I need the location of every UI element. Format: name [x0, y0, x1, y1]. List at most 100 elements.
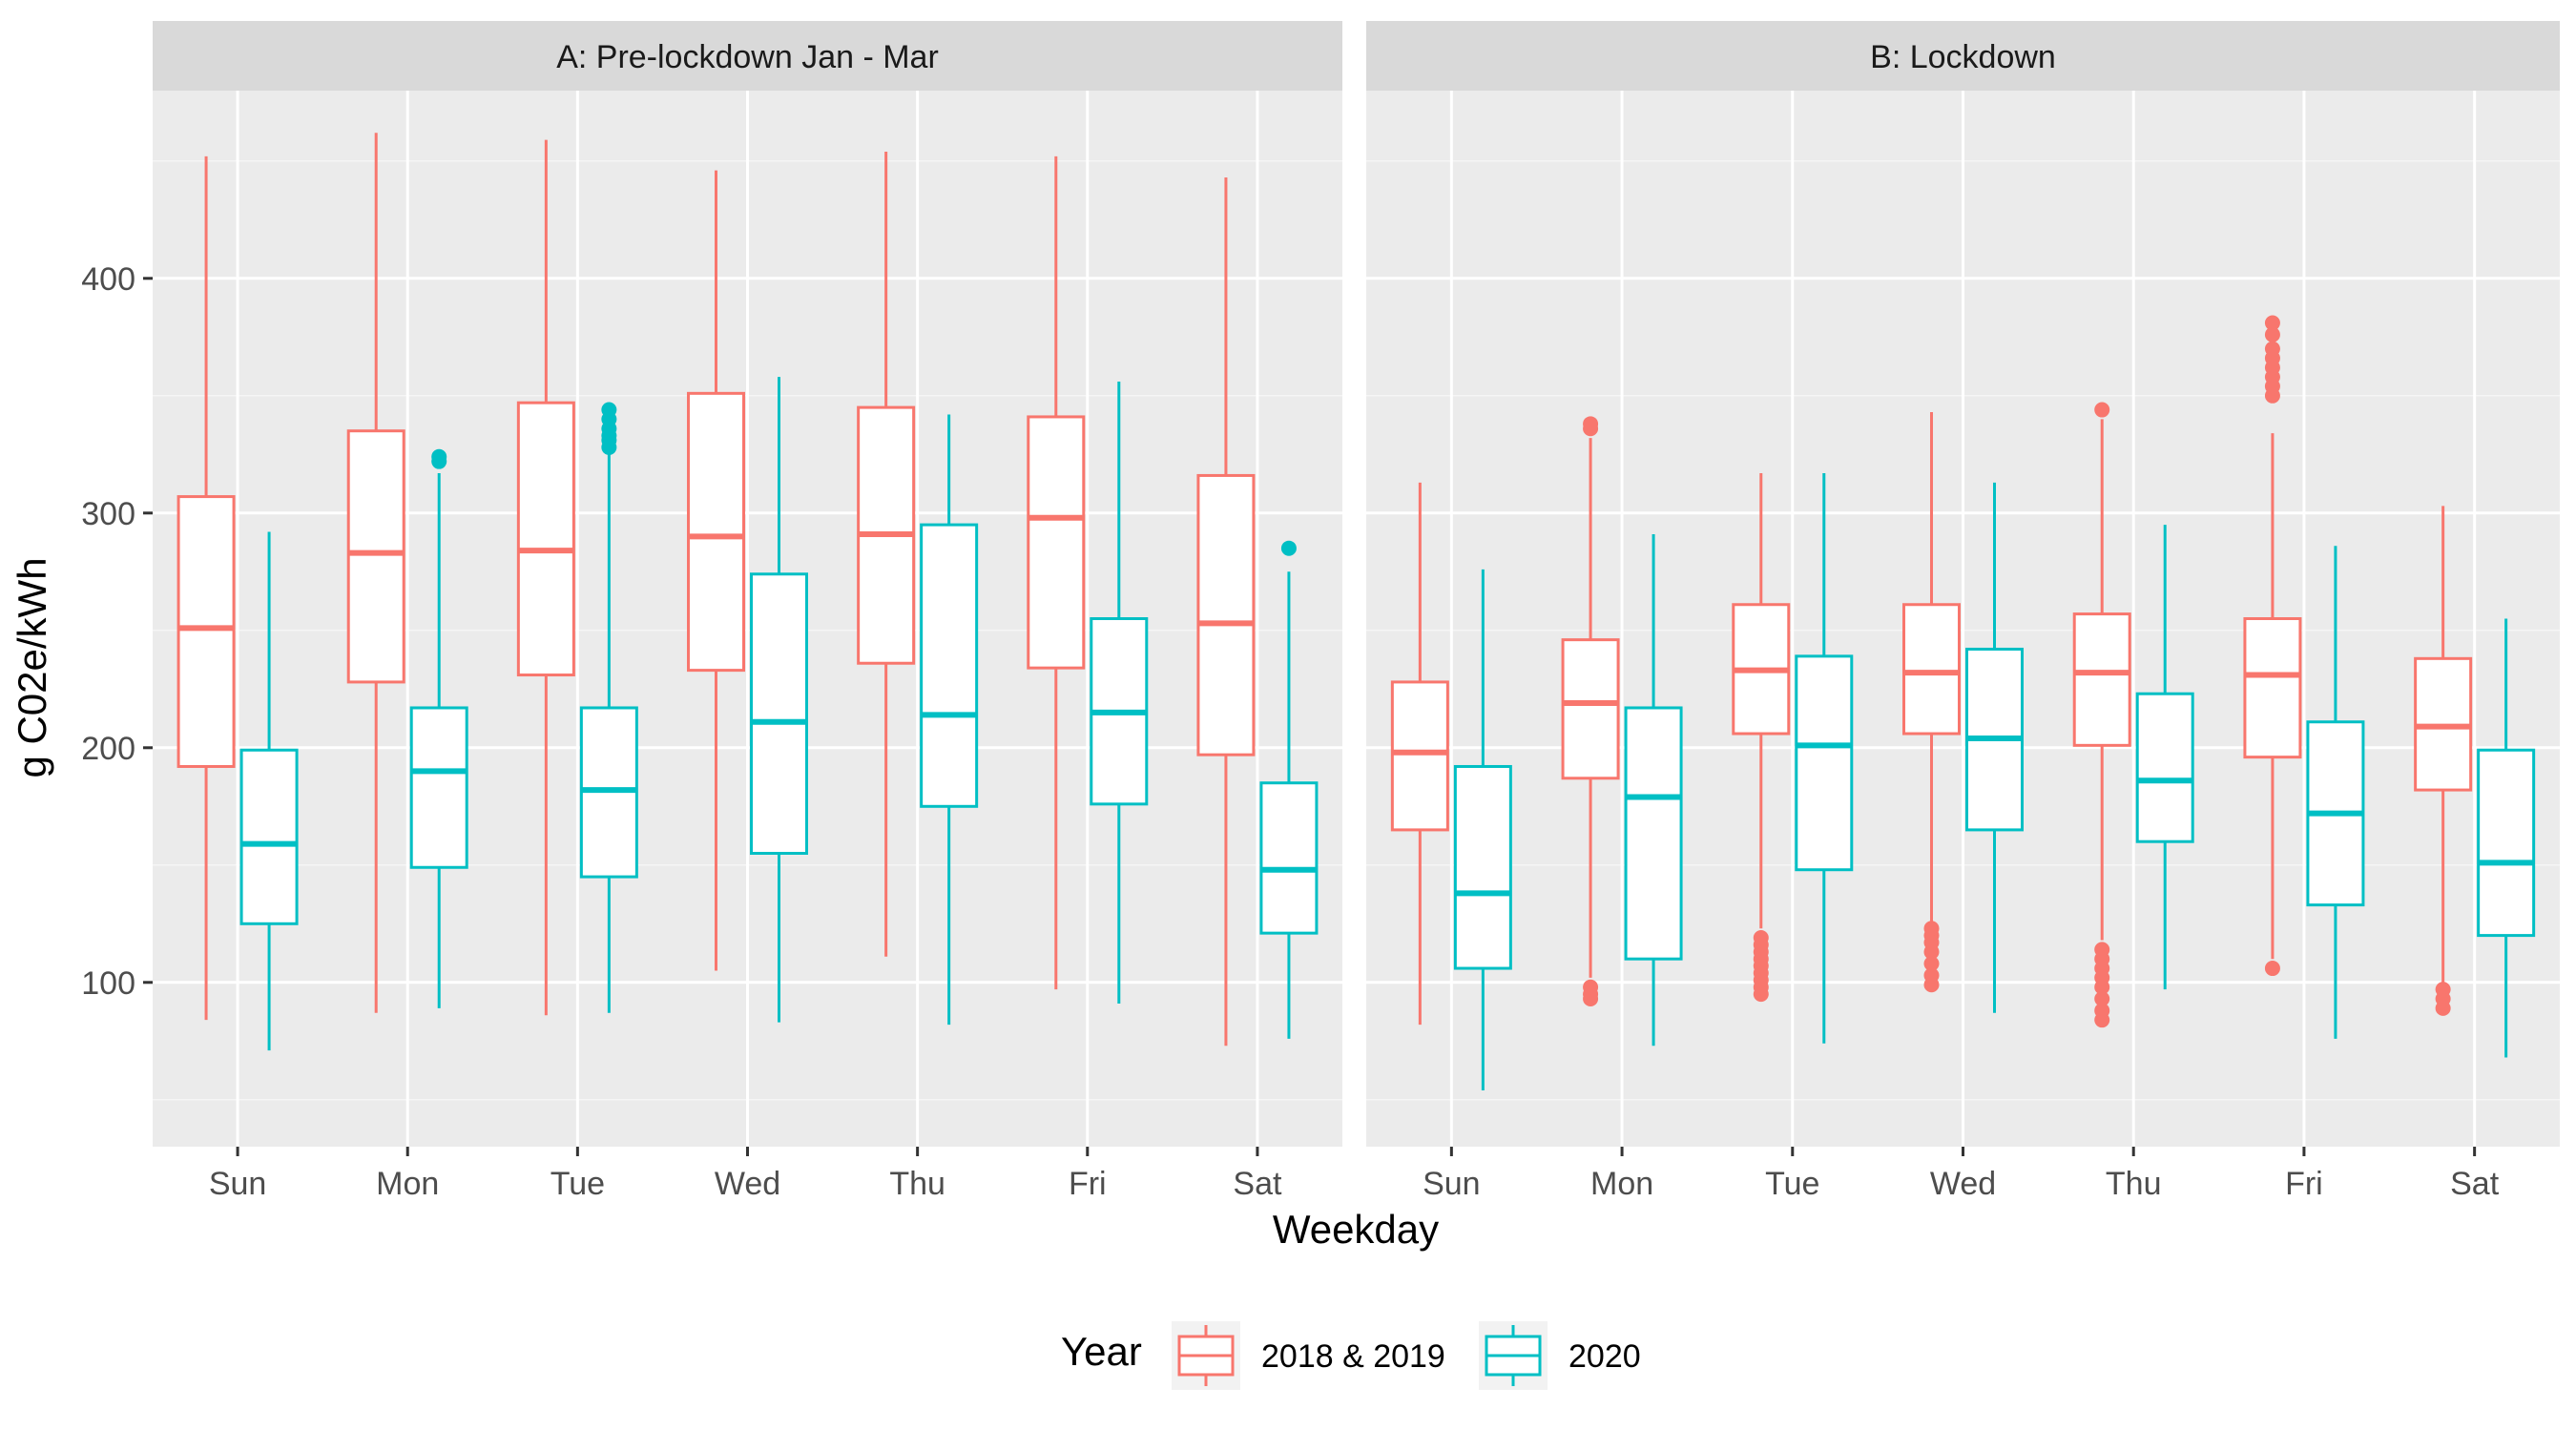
box-iqr [2477, 748, 2536, 938]
y-axis-title: g C02e/kWh [10, 557, 54, 777]
box-sun-2020 [239, 531, 299, 1051]
x-tick-label: Sat [2450, 1166, 2500, 1202]
strip-header [153, 21, 1342, 91]
x-tick-label: Mon [1590, 1166, 1653, 1202]
box-iqr [1196, 473, 1256, 756]
y-tick-label: 300 [81, 496, 135, 532]
box-tue-2020 [579, 402, 638, 1013]
box-iqr [2072, 612, 2131, 747]
box-mon-2020 [409, 448, 468, 1008]
box-iqr [2135, 692, 2194, 843]
box-wed-2020 [1965, 482, 2024, 1013]
box-wed-2020 [750, 377, 808, 1023]
outlier-point [2435, 982, 2451, 998]
y-tick-label: 100 [81, 965, 135, 1002]
facet-panels: A: Pre-lockdown Jan - Mar 100 200 300 400 Sun… [81, 21, 2560, 1202]
box-iqr [1453, 764, 1512, 970]
outlier-point [1923, 956, 1940, 972]
box-mon-2018-2019 [1561, 416, 1620, 1007]
legend-item-2018-2019: 2018 & 2019 [1172, 1321, 1445, 1390]
box-fri-2020 [2306, 546, 2365, 1039]
box-thu-2018-2019 [857, 151, 916, 957]
box-fri-2020 [1090, 382, 1149, 1004]
panel-title: A: Pre-lockdown Jan - Mar [556, 39, 939, 75]
box-thu-2020 [920, 414, 979, 1026]
box-fri-2018-2019 [2243, 315, 2302, 977]
outlier-point [1923, 921, 1940, 937]
box-iqr [1259, 781, 1319, 935]
box-iqr [920, 523, 979, 808]
outlier-point [1583, 979, 1599, 995]
box-iqr [409, 706, 468, 869]
box-tue-2020 [1795, 472, 1854, 1044]
box-mon-2020 [1624, 533, 1683, 1047]
x-tick-label: Wed [715, 1166, 780, 1202]
box-thu-2020 [2135, 525, 2194, 990]
x-axis-title: Weekday [1273, 1207, 1439, 1252]
box-iqr [1561, 638, 1620, 780]
outlier-point [2264, 315, 2280, 331]
x-tick-label: Thu [889, 1166, 945, 1202]
box-sat-2020 [1259, 540, 1319, 1039]
box-iqr [1902, 603, 1961, 736]
panel-title: B: Lockdown [1870, 39, 2056, 75]
x-tick-label: Wed [1930, 1166, 1996, 1202]
box-iqr [750, 572, 808, 855]
outlier-point [2094, 942, 2110, 958]
outlier-point [2264, 961, 2280, 977]
outlier-point [1923, 967, 1940, 984]
legend-label: 2020 [1568, 1338, 1641, 1375]
x-tick-label: Sun [209, 1166, 267, 1202]
legend-title: Year [1061, 1329, 1142, 1374]
outlier-point [2094, 1003, 2110, 1019]
box-iqr [1795, 654, 1854, 872]
outlier-point [431, 448, 447, 465]
outlier-point [2264, 326, 2280, 342]
box-iqr [1027, 415, 1086, 670]
outlier-point [1583, 416, 1599, 432]
x-tick-label: Fri [2285, 1166, 2323, 1202]
outlier-point [1753, 930, 1769, 946]
legend-item-2020: 2020 [1479, 1321, 1641, 1390]
box-iqr [687, 391, 745, 673]
box-sun-2018-2019 [177, 155, 236, 1021]
panel-b: B: Lockdown Sun Mon Tue Wed Thu Fri Sat [1366, 21, 2560, 1202]
box-iqr [177, 495, 236, 768]
box-iqr [2243, 617, 2302, 759]
outlier-point [601, 402, 617, 418]
box-sun-2018-2019 [1390, 482, 1449, 1026]
box-sat-2018-2019 [1196, 177, 1256, 1047]
box-fri-2018-2019 [1027, 155, 1086, 990]
box-mon-2018-2019 [346, 133, 405, 1013]
box-iqr [1624, 706, 1683, 961]
x-tick-label: Sat [1233, 1166, 1282, 1202]
box-iqr [1390, 680, 1449, 832]
outlier-point [2094, 991, 2110, 1007]
box-tue-2018-2019 [1732, 472, 1791, 1003]
outlier-point [2264, 341, 2280, 357]
outlier-point [1280, 540, 1297, 556]
outlier-point [2094, 402, 2110, 418]
box-sat-2020 [2477, 618, 2536, 1058]
y-tick-label: 200 [81, 731, 135, 767]
box-thu-2018-2019 [2072, 402, 2131, 1028]
box-tue-2018-2019 [516, 139, 575, 1016]
box-sat-2018-2019 [2414, 506, 2473, 1016]
box-wed-2018-2019 [687, 170, 745, 971]
x-tick-label: Mon [376, 1166, 439, 1202]
x-tick-label: Sun [1423, 1166, 1481, 1202]
box-iqr [516, 401, 575, 677]
box-wed-2018-2019 [1902, 412, 1961, 993]
box-sun-2020 [1453, 569, 1512, 1090]
legend-label: 2018 & 2019 [1261, 1338, 1445, 1375]
box-iqr [239, 748, 299, 925]
x-tick-label: Thu [2106, 1166, 2162, 1202]
x-tick-label: Tue [1765, 1166, 1819, 1202]
y-tick-label: 400 [81, 261, 135, 298]
x-tick-label: Tue [551, 1166, 605, 1202]
strip-header [1366, 21, 2560, 91]
box-iqr [346, 429, 405, 684]
x-tick-label: Fri [1069, 1166, 1107, 1202]
panel-a: A: Pre-lockdown Jan - Mar 100 200 300 400 Sun… [81, 21, 1342, 1202]
